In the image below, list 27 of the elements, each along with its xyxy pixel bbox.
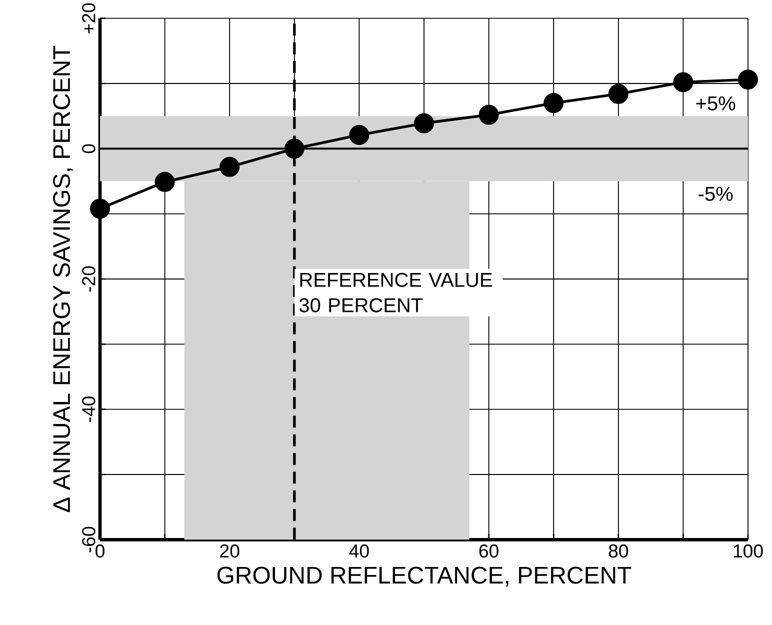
point bbox=[90, 198, 110, 219]
y-axis-title: Δ ANNUAL ENERGY SAVINGS, PERCENT bbox=[53, 46, 73, 512]
ref-line-label: REFERENCE VALUE 30 PERCENT bbox=[299, 272, 492, 312]
x-tick-label: 20 bbox=[220, 544, 240, 558]
point bbox=[544, 93, 564, 114]
point bbox=[673, 72, 694, 92]
x-tick-label: 40 bbox=[349, 544, 369, 558]
point bbox=[220, 156, 240, 177]
y-tick-label: -60 bbox=[82, 526, 96, 552]
annotation: -5% bbox=[698, 186, 733, 201]
y-tick-label: 0 bbox=[82, 144, 96, 154]
point bbox=[284, 138, 304, 159]
point bbox=[478, 104, 499, 125]
point bbox=[414, 113, 434, 134]
x-axis-title: GROUND REFLECTANCE, PERCENT bbox=[217, 566, 632, 587]
point bbox=[154, 172, 175, 192]
y-tick-label: -20 bbox=[82, 266, 96, 292]
annotation: +5% bbox=[696, 96, 736, 110]
x-tick-label: 100 bbox=[734, 544, 763, 558]
y-tick-label: -40 bbox=[82, 396, 96, 422]
point bbox=[608, 84, 628, 104]
x-tick-label: 60 bbox=[479, 544, 498, 558]
x-tick-label: 0 bbox=[96, 544, 104, 558]
point bbox=[349, 124, 370, 145]
point bbox=[738, 70, 758, 90]
y-tick-label: +20 bbox=[82, 3, 96, 34]
x-tick-label: 80 bbox=[608, 544, 628, 558]
